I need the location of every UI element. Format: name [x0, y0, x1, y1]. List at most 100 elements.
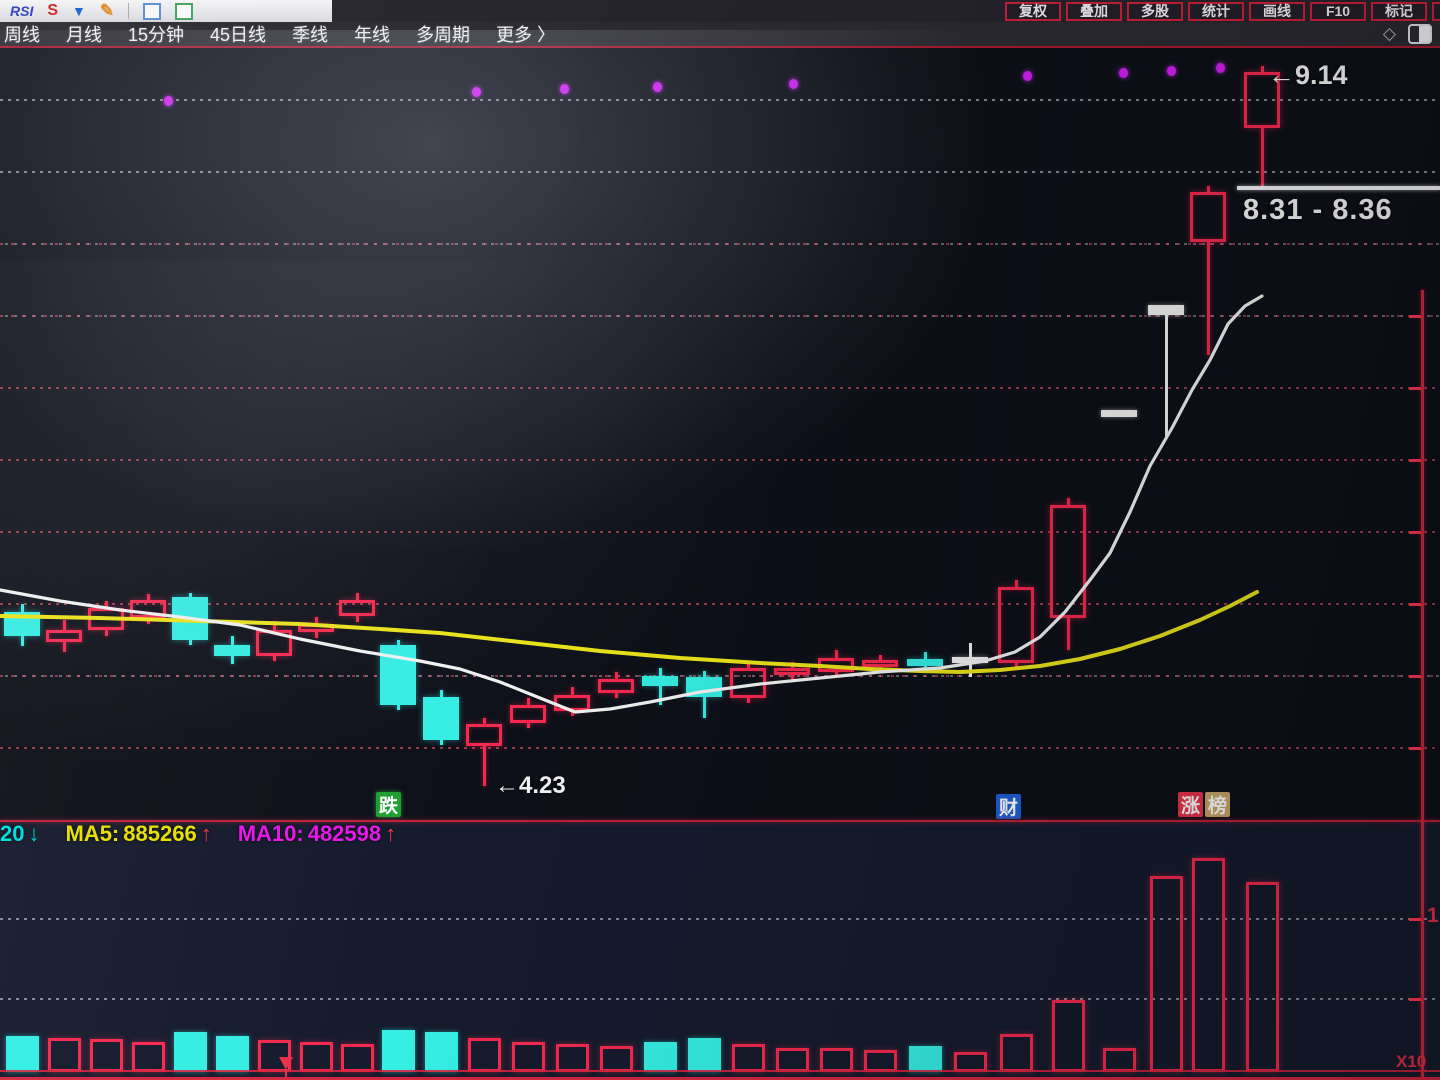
low-price-annotation: ←4.23: [495, 772, 566, 799]
candle: [998, 587, 1034, 663]
candle-wick: [314, 617, 318, 624]
price-axis-line: [1421, 290, 1424, 1078]
candle: [339, 600, 375, 616]
candle: [510, 705, 546, 723]
period-tab[interactable]: 周线: [4, 25, 40, 45]
candle: [598, 679, 634, 693]
axis-tick: [1409, 603, 1421, 606]
candle-wick: [1066, 618, 1070, 650]
volume-bar: [1102, 1048, 1136, 1072]
volume-bar: [47, 1038, 81, 1072]
down-arrow-icon: ↓: [28, 821, 40, 846]
signal-dot: [653, 82, 662, 92]
candle-wick: [834, 672, 838, 677]
period-tab[interactable]: 季线: [292, 25, 329, 45]
volume-bar: [999, 1034, 1033, 1072]
volume-bar: [1191, 858, 1225, 1072]
candle-wick: [272, 656, 276, 661]
volume-bar: [340, 1044, 374, 1072]
event-marker-arrow-icon[interactable]: [279, 1057, 293, 1070]
board-badge[interactable]: 榜: [1205, 792, 1230, 817]
candle-wick: [1206, 186, 1210, 192]
toolbar-button[interactable]: 叠加: [1066, 1, 1122, 21]
toolbar-button[interactable]: 统计: [1188, 1, 1244, 21]
finance-badge[interactable]: 财: [996, 794, 1021, 819]
signal-dot: [164, 96, 173, 106]
toolbar-button[interactable]: 多股: [1127, 1, 1183, 21]
rise-badge[interactable]: 涨: [1178, 792, 1203, 817]
panel-toggle-icon[interactable]: [1408, 24, 1432, 44]
volume-bar: [555, 1044, 589, 1072]
candle-wick: [272, 621, 276, 630]
toolbar-button-clipped[interactable]: [1432, 1, 1440, 21]
candle-wick: [62, 642, 66, 652]
candle-wick: [1066, 498, 1070, 505]
volume-bar: [687, 1038, 721, 1072]
axis-tick: [1409, 459, 1421, 462]
candle-wick: [482, 746, 486, 786]
candle-wick: [104, 601, 108, 608]
volume-axis-unit: X10: [1396, 1052, 1427, 1071]
fall-badge[interactable]: 跌: [376, 792, 401, 817]
volume-bar: [173, 1032, 207, 1072]
pencil-icon[interactable]: ✎: [99, 1, 115, 20]
volume-bar: [863, 1050, 897, 1072]
ma5-label[interactable]: MA5:: [65, 821, 120, 846]
s-icon[interactable]: S: [47, 2, 59, 19]
candle: [298, 624, 334, 632]
period-tab[interactable]: 45日线: [210, 25, 267, 45]
candle-wick: [1260, 128, 1264, 188]
period-tab[interactable]: 更多 〉: [496, 25, 556, 45]
candle-wick: [1164, 315, 1168, 437]
signal-dot: [789, 79, 798, 89]
candle-wick: [355, 616, 359, 622]
grid-line: [0, 243, 1440, 245]
price-range-line: [1237, 186, 1440, 190]
rsi-icon[interactable]: RSI: [10, 3, 34, 19]
period-tab[interactable]: 年线: [354, 25, 391, 45]
candle-wick: [439, 690, 443, 697]
volume-bar: [731, 1044, 765, 1072]
candle: [1148, 305, 1184, 315]
high-price-annotation: ←9.14: [1268, 60, 1348, 90]
period-tab[interactable]: 月线: [66, 25, 102, 45]
candle: [1190, 192, 1226, 242]
candle-wick: [230, 636, 234, 645]
double-arrow-down-icon[interactable]: ▼: [72, 3, 86, 19]
candle: [818, 658, 854, 672]
candle: [172, 597, 208, 640]
candle: [1101, 410, 1137, 417]
candle-wick: [702, 697, 706, 718]
candle-wick: [20, 636, 24, 646]
grid-line: [0, 387, 1440, 389]
volume-bar: [89, 1039, 123, 1072]
volume-bar: [299, 1042, 333, 1072]
candle-wick: [570, 711, 574, 716]
volume-bar: [908, 1046, 942, 1072]
insert-window-icon[interactable]: [175, 2, 194, 20]
volume-bar: [819, 1048, 853, 1072]
grid-line: [0, 603, 1440, 605]
candle-wick: [923, 652, 927, 659]
chart-top-border: [0, 46, 1440, 48]
axis-tick: [1409, 315, 1421, 318]
toolbar-button[interactable]: 画线: [1249, 1, 1305, 21]
candle: [4, 612, 40, 636]
grid-line: [0, 315, 1440, 317]
period-tab[interactable]: 多周期: [416, 25, 471, 45]
candle-wick: [1014, 580, 1018, 587]
candle-wick: [230, 656, 234, 664]
candlestick-chart: [0, 48, 1440, 820]
ma10-label[interactable]: MA10:: [237, 821, 304, 846]
candle-wick: [314, 632, 318, 638]
period-tab[interactable]: 15分钟: [128, 25, 185, 45]
toolbar-button[interactable]: 复权: [1005, 1, 1061, 21]
signal-dot: [1216, 63, 1225, 73]
candle-wick: [20, 604, 24, 612]
diamond-icon[interactable]: ◇: [1382, 24, 1396, 43]
toolbar-button[interactable]: 标记: [1371, 1, 1427, 21]
toolbar-button[interactable]: F10: [1310, 1, 1366, 21]
axis-tick: [1409, 531, 1421, 534]
panel-divider[interactable]: [0, 820, 1440, 822]
window-icon[interactable]: [143, 2, 162, 20]
